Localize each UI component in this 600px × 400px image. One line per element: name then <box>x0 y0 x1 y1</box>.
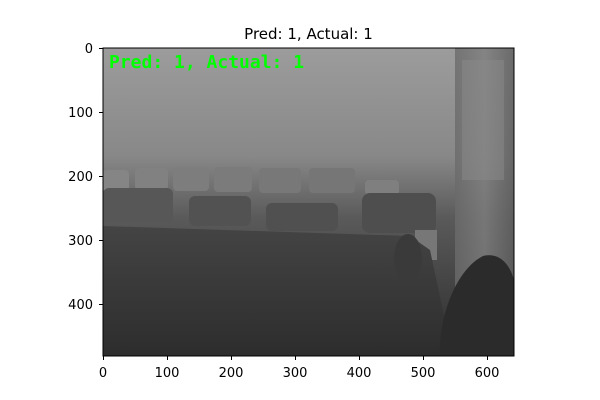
y-axis: 0 100 200 300 400 <box>68 42 103 313</box>
x-tick-label: 500 <box>411 366 436 381</box>
x-tick-label: 100 <box>155 366 180 381</box>
y-tick-label: 300 <box>68 234 93 249</box>
x-axis: 0 100 200 300 400 500 600 <box>99 356 500 381</box>
overlay-text: Pred: 1, Actual: 1 <box>109 52 304 73</box>
x-tick-label: 300 <box>283 366 308 381</box>
x-tick-label: 0 <box>99 366 107 381</box>
y-tick-label: 100 <box>68 106 93 121</box>
axes-frame <box>102 47 515 357</box>
displayed-image: Pred: 1, Actual: 1 <box>103 48 514 356</box>
y-tick-label: 400 <box>68 298 93 313</box>
x-tick-label: 200 <box>219 366 244 381</box>
figure-title: Pred: 1, Actual: 1 <box>244 25 373 43</box>
y-tick-label: 200 <box>68 170 93 185</box>
y-tick-label: 0 <box>85 42 93 57</box>
x-tick-label: 400 <box>347 366 372 381</box>
x-tick-label: 600 <box>475 366 500 381</box>
